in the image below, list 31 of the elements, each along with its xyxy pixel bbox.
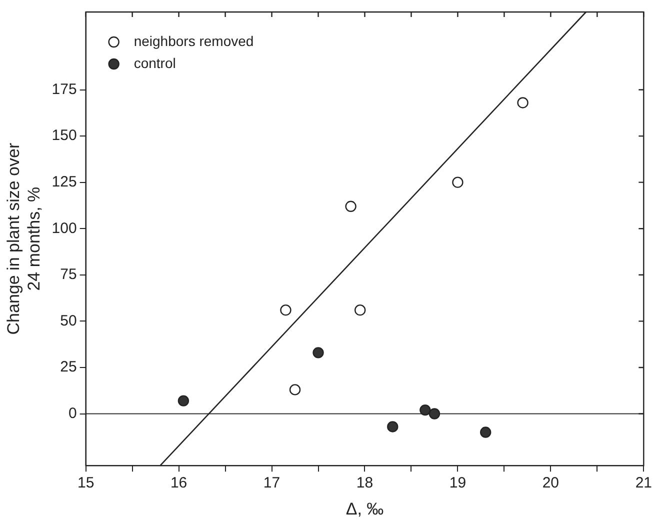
y-tick-label: 75 (60, 266, 77, 284)
point (420, 404, 431, 416)
point (289, 384, 301, 396)
point (452, 176, 464, 188)
x-tick-label: 19 (449, 474, 466, 492)
x-tick-label: 18 (356, 474, 374, 492)
x-tick-label: 20 (542, 474, 560, 492)
point (480, 426, 492, 438)
y-tick-label: 150 (52, 127, 77, 144)
point (517, 97, 528, 108)
point (312, 347, 324, 358)
x-tick-label: 16 (170, 474, 188, 492)
point (280, 304, 292, 316)
y-tick-label: 50 (60, 312, 77, 330)
x-tick-label: 15 (77, 474, 94, 492)
y-tick-label: 0 (68, 404, 77, 422)
point (178, 395, 190, 406)
x-tick-label: 21 (635, 474, 652, 492)
y-tick-label: 175 (52, 80, 77, 98)
legend-label: neighbors removed (134, 32, 254, 49)
legend-label: control (134, 54, 176, 71)
point (354, 304, 366, 316)
point (387, 421, 398, 432)
y-tick-label: 25 (60, 358, 77, 376)
y-tick-label: 100 (52, 220, 77, 237)
y-axis-title: Change in plant size over 24 months, % (4, 142, 44, 335)
y-tick-label: 125 (52, 173, 77, 190)
x-axis-title: Δ, ‰ (346, 499, 384, 518)
point (428, 408, 440, 420)
point (345, 200, 356, 212)
x-tick-label: 17 (263, 474, 280, 492)
